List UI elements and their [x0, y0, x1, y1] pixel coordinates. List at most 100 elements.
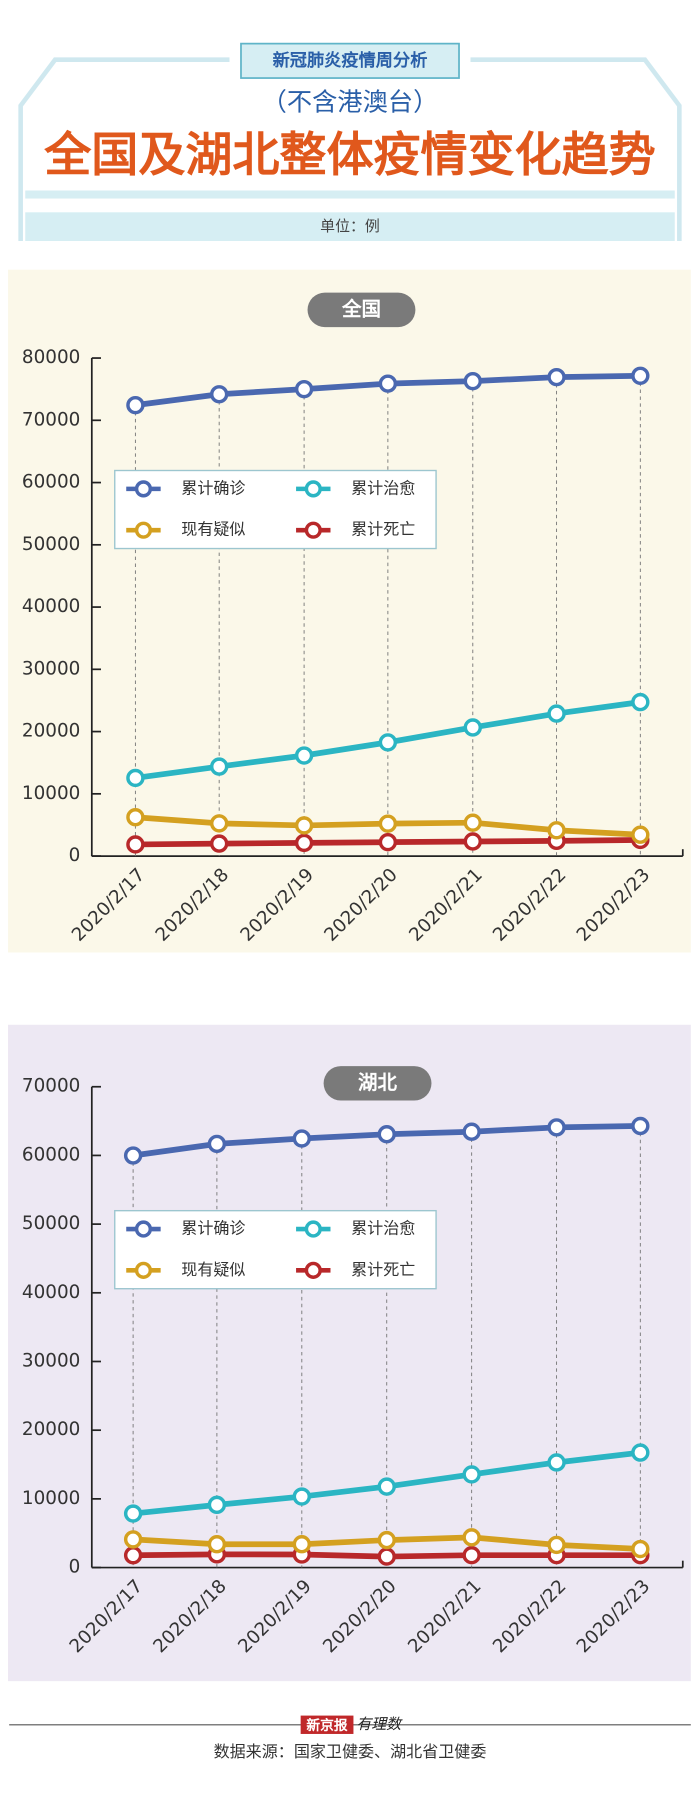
point — [123, 1530, 143, 1549]
point — [463, 832, 482, 851]
point — [294, 833, 314, 853]
legend-box — [114, 1209, 437, 1290]
point — [547, 367, 566, 387]
y-tick-label: 10000 — [22, 783, 80, 804]
unit: 单位：例 — [320, 217, 380, 235]
point — [378, 832, 398, 852]
unit-band — [25, 212, 675, 241]
point — [210, 385, 229, 404]
legend-label: 累计确诊 — [181, 1219, 245, 1238]
legend-label: 累计死亡 — [351, 520, 415, 539]
point — [378, 374, 398, 393]
point — [210, 814, 229, 833]
point — [210, 757, 229, 776]
y-tick-label: 10000 — [22, 1488, 80, 1509]
point — [123, 1546, 143, 1565]
legend-marker — [304, 1261, 322, 1279]
source: 数据来源：国家卫健委、湖北省卫健委 — [214, 1742, 487, 1761]
y-tick-label: 0 — [69, 1557, 81, 1578]
legend-marker — [134, 521, 153, 539]
y-tick-label: 80000 — [22, 347, 80, 368]
y-tick-label: 50000 — [22, 534, 80, 555]
point — [294, 379, 314, 399]
tag-pill — [240, 42, 460, 79]
legend-label: 累计治愈 — [351, 1219, 415, 1238]
subtitle: （不含港澳台） — [262, 87, 439, 116]
chart-title: 全国 — [341, 297, 381, 320]
point — [294, 746, 314, 765]
legend-label: 累计死亡 — [351, 1260, 415, 1279]
point — [126, 395, 145, 415]
frame — [470, 57, 682, 242]
point — [294, 816, 314, 835]
point — [547, 821, 566, 840]
point — [631, 366, 650, 385]
point — [631, 1539, 650, 1559]
legend-label: 累计确诊 — [181, 478, 245, 497]
point — [292, 1487, 311, 1506]
point — [547, 1118, 566, 1137]
point — [631, 692, 650, 712]
tag: 新冠肺炎疫情周分析 — [273, 50, 428, 71]
point — [377, 1125, 396, 1144]
point — [462, 1546, 481, 1565]
brand: 新京报 — [306, 1717, 348, 1734]
point — [123, 1146, 143, 1165]
point — [207, 1495, 227, 1515]
point — [292, 1535, 311, 1554]
point — [126, 808, 145, 827]
y-tick-label: 60000 — [22, 1144, 80, 1165]
legend-box — [114, 469, 437, 550]
title: 全国及湖北整体疫情变化趋势 — [43, 128, 655, 183]
point — [463, 813, 482, 832]
legend-label: 累计治愈 — [351, 478, 415, 497]
y-tick-label: 30000 — [22, 658, 80, 679]
y-tick-label: 30000 — [22, 1350, 80, 1371]
point — [547, 1535, 566, 1555]
point — [377, 1530, 396, 1550]
y-tick-label: 20000 — [22, 721, 80, 742]
y-tick-label: 0 — [69, 845, 81, 866]
panel — [8, 1024, 691, 1682]
point — [462, 1122, 481, 1141]
y-tick-label: 50000 — [22, 1213, 80, 1234]
brand-box — [300, 1715, 354, 1734]
point — [463, 371, 482, 391]
frame — [18, 57, 230, 242]
point — [463, 718, 482, 737]
point — [378, 814, 398, 833]
point — [547, 1453, 566, 1472]
point — [462, 1465, 481, 1484]
legend-label: 现有疑似 — [181, 1260, 245, 1279]
brand2: 有理数 — [356, 1715, 403, 1733]
point — [547, 704, 566, 723]
y-tick-label: 70000 — [22, 409, 80, 430]
panel — [8, 269, 691, 953]
title-pill — [307, 292, 416, 328]
point — [377, 1477, 396, 1496]
legend-marker — [134, 480, 153, 498]
point — [462, 1528, 481, 1547]
legend-marker — [304, 1220, 322, 1238]
point — [631, 1116, 650, 1136]
title-pill — [323, 1066, 432, 1101]
chart-title: 湖北 — [358, 1071, 398, 1094]
point — [378, 733, 398, 752]
point — [210, 834, 229, 853]
point — [292, 1129, 311, 1148]
point — [126, 835, 145, 854]
point — [123, 1504, 143, 1523]
point — [126, 768, 145, 788]
point — [207, 1535, 227, 1554]
band — [25, 190, 675, 199]
legend-marker — [304, 521, 322, 539]
legend-marker — [134, 1220, 153, 1238]
y-tick-label: 40000 — [22, 596, 80, 617]
y-tick-label: 60000 — [22, 472, 80, 493]
legend-label: 现有疑似 — [181, 520, 245, 539]
legend-marker — [304, 480, 322, 498]
point — [631, 825, 650, 844]
y-tick-label: 70000 — [22, 1076, 80, 1097]
y-tick-label: 20000 — [22, 1419, 80, 1440]
